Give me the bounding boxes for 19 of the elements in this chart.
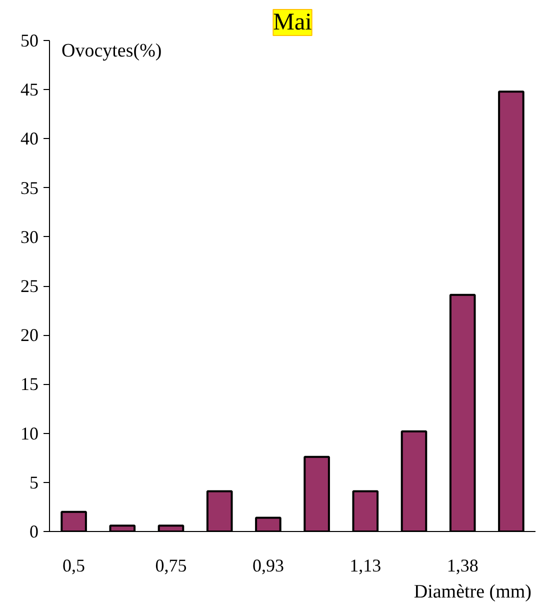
chart-title: Mai — [273, 10, 312, 36]
x-tick-label: 0,93 — [252, 556, 284, 576]
y-tick-label: 50 — [20, 30, 38, 50]
y-tick-label: 40 — [20, 128, 38, 149]
y-tick-label: 5 — [30, 472, 38, 492]
y-axis-title: Ovocytes(%) — [62, 40, 162, 62]
x-tick-label: 1,38 — [446, 556, 478, 576]
x-tick-label: 1,13 — [350, 556, 382, 576]
y-tick-label: 0 — [30, 522, 38, 542]
y-tick-label: 20 — [20, 325, 38, 346]
x-axis-title: Diamètre (mm) — [414, 582, 532, 602]
y-tick-label: 35 — [20, 178, 38, 198]
x-tick-label: 0,75 — [155, 556, 187, 576]
y-tick-label: 10 — [20, 423, 38, 444]
y-tick-label: 45 — [20, 80, 38, 100]
y-tick-label: 30 — [20, 226, 38, 247]
y-tick-label: 25 — [20, 276, 38, 296]
x-tick-label: 0,5 — [62, 556, 86, 576]
y-tick-label: 15 — [20, 374, 38, 394]
